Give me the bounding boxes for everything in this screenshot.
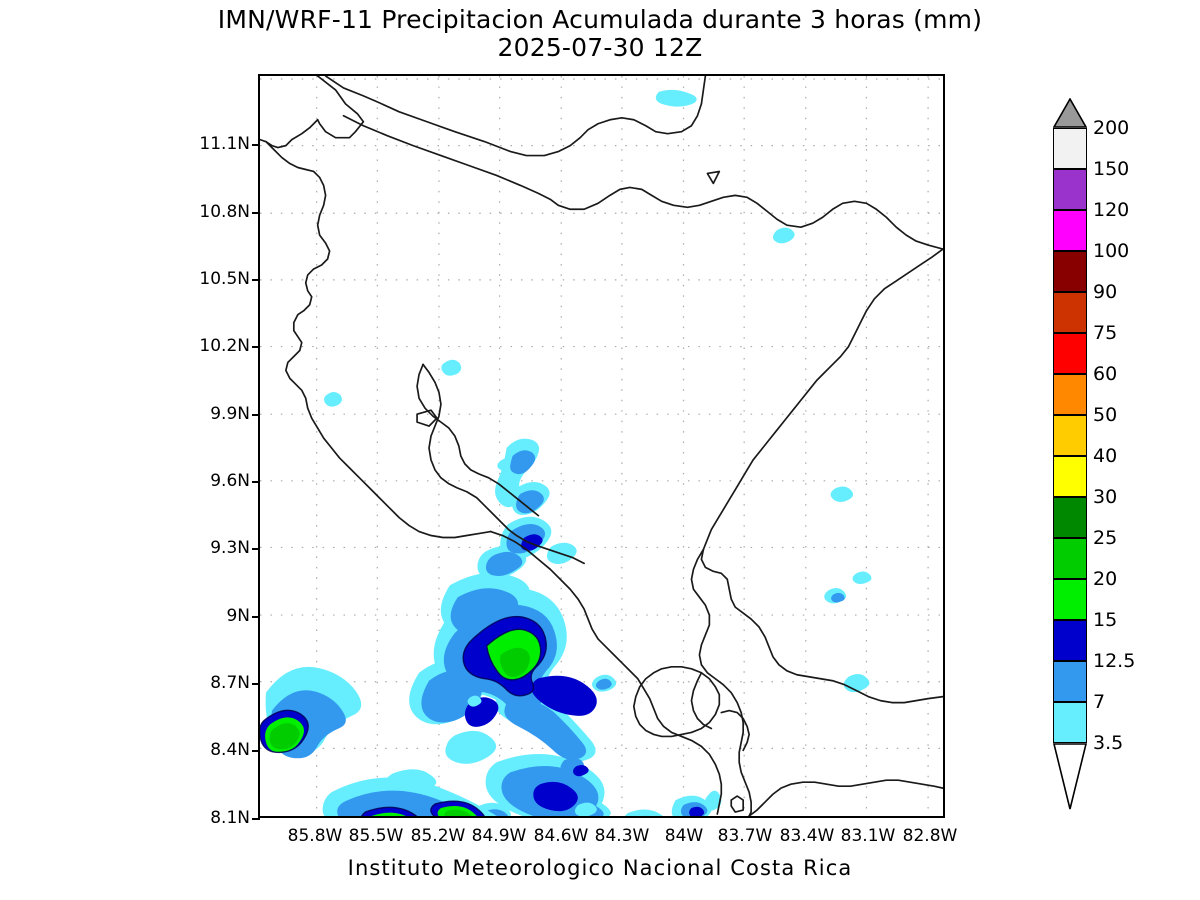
ytick-label-9.9N: 9.9N <box>210 404 250 424</box>
colorbar-segment-100-120 <box>1053 210 1087 251</box>
xtick-label-85.5W: 85.5W <box>348 826 404 846</box>
ytick-label-8.7N: 8.7N <box>210 673 250 693</box>
chart-subtitle: 2025-07-30 12Z <box>497 33 703 62</box>
precip-caribbean-cells <box>591 227 872 692</box>
colorbar-segment-30-40 <box>1053 456 1087 497</box>
precipitation-contours <box>260 89 872 816</box>
ytick-label-10.2N: 10.2N <box>199 336 250 356</box>
ytick-label-8.4N: 8.4N <box>210 740 250 760</box>
colorbar-label-60: 60 <box>1093 363 1118 385</box>
colorbar-label-7: 7 <box>1093 691 1106 713</box>
ytick-label-9.6N: 9.6N <box>210 471 250 491</box>
xtick-label-84.6W: 84.6W <box>533 826 589 846</box>
ytick-label-9N: 9N <box>226 606 250 626</box>
coastline-borders <box>260 76 943 816</box>
colorbar-segment-7-12.5 <box>1053 661 1087 702</box>
colorbar-label-200: 200 <box>1093 117 1130 139</box>
colorbar-under-arrow <box>1053 743 1087 810</box>
colorbar-segment-15-20 <box>1053 579 1087 620</box>
precip-southwest-blob <box>260 666 362 759</box>
colorbar-segment-90-100 <box>1053 251 1087 292</box>
xtick-label-83.1W: 83.1W <box>840 826 896 846</box>
colorbar-label-75: 75 <box>1093 322 1118 344</box>
xtick-label-85.8W: 85.8W <box>287 826 343 846</box>
colorbar-segment-40-50 <box>1053 415 1087 456</box>
colorbar-segment-150-200 <box>1053 128 1087 169</box>
precip-band-20-25-central <box>500 647 530 677</box>
precip-osa-cells <box>574 790 722 816</box>
colorbar-label-12.5: 12.5 <box>1093 650 1136 672</box>
colorbar-label-90: 90 <box>1093 281 1118 303</box>
xtick-label-83.4W: 83.4W <box>779 826 835 846</box>
precip-band-3.5-7 <box>324 89 697 407</box>
grid-lines <box>260 76 943 816</box>
ytick-label-10.8N: 10.8N <box>199 202 250 222</box>
footer-credit: Instituto Meteorologico Nacional Costa R… <box>347 856 853 880</box>
xtick-label-82.8W: 82.8W <box>902 826 958 846</box>
ytick-label-9.3N: 9.3N <box>210 538 250 558</box>
colorbar-label-100: 100 <box>1093 240 1130 262</box>
colorbar-segment-75-90 <box>1053 292 1087 333</box>
ytick-mark-8.1N <box>252 818 260 820</box>
chart-title-block: IMN/WRF-11 Precipitacion Acumulada duran… <box>0 6 1200 62</box>
xtick-label-83.7W: 83.7W <box>717 826 773 846</box>
colorbar-label-15: 15 <box>1093 609 1118 631</box>
map-canvas <box>260 76 943 816</box>
colorbar-label-150: 150 <box>1093 158 1130 180</box>
colorbar-label-25: 25 <box>1093 527 1118 549</box>
colorbar-segment-50-60 <box>1053 374 1087 415</box>
colorbar-segment-25-30 <box>1053 497 1087 538</box>
colorbar-segment-20-25 <box>1053 538 1087 579</box>
colorbar-legend: 200 150 120 100 90 75 60 50 40 30 25 20 … <box>1053 98 1135 810</box>
colorbar-label-30: 30 <box>1093 486 1118 508</box>
colorbar-over-arrow <box>1053 98 1087 128</box>
colorbar-label-3.5: 3.5 <box>1093 732 1124 754</box>
colorbar-label-40: 40 <box>1093 445 1118 467</box>
precip-south-coastal-band <box>322 769 497 816</box>
colorbar-segment-120-150 <box>1053 169 1087 210</box>
map-plot-area <box>258 74 945 818</box>
xtick-label-85.2W: 85.2W <box>410 826 466 846</box>
ytick-label-11.1N: 11.1N <box>199 134 250 154</box>
colorbar-segment-60-75 <box>1053 333 1087 374</box>
xtick-label-84.9W: 84.9W <box>471 826 527 846</box>
colorbar-segment-3.5-7 <box>1053 702 1087 743</box>
precip-isolated-cells <box>467 542 589 777</box>
precip-contour-lines-central <box>462 615 547 697</box>
ytick-label-8.1N: 8.1N <box>210 808 250 828</box>
colorbar-label-120: 120 <box>1093 199 1130 221</box>
colorbar-segment-12.5-15 <box>1053 620 1087 661</box>
ytick-label-10.5N: 10.5N <box>199 269 250 289</box>
colorbar-label-20: 20 <box>1093 568 1118 590</box>
precip-caribbean-nw-spot <box>843 673 870 693</box>
colorbar-label-50: 50 <box>1093 404 1118 426</box>
xtick-label-84W: 84W <box>664 826 704 846</box>
page-title: IMN/WRF-11 Precipitacion Acumulada duran… <box>217 5 983 34</box>
xtick-label-84.3W: 84.3W <box>594 826 650 846</box>
